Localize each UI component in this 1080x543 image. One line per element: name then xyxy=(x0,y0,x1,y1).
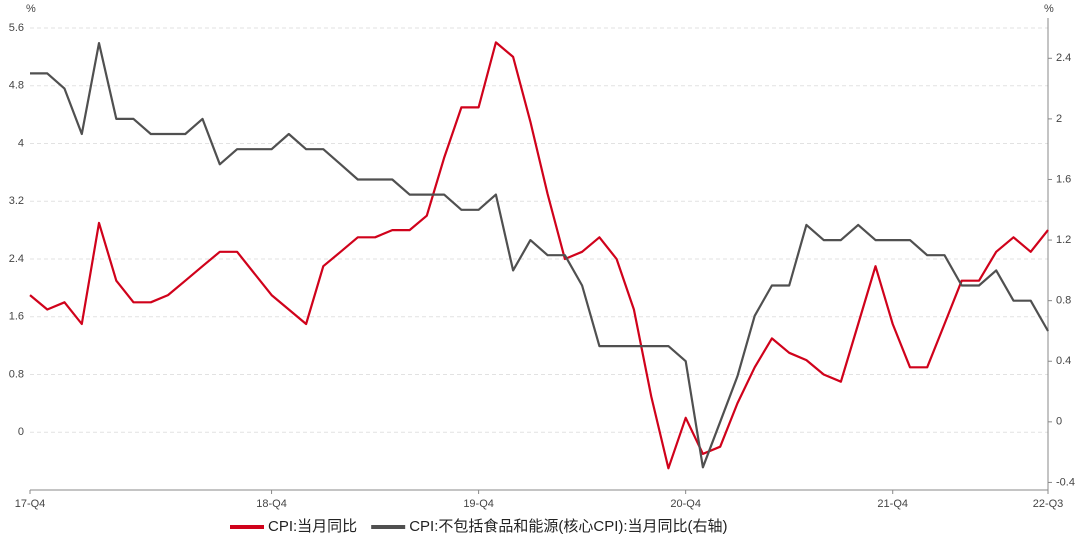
y2-tick-label: 2 xyxy=(1056,113,1062,125)
legend-label: CPI:当月同比 xyxy=(268,518,357,535)
y-tick-label: 3.2 xyxy=(9,195,24,207)
y-tick-label: 0 xyxy=(18,426,24,438)
series-line xyxy=(29,41,1049,470)
y-tick-label: 2.4 xyxy=(9,253,24,265)
x-tick-label: 20-Q4 xyxy=(670,498,701,510)
y-unit: % xyxy=(26,3,36,15)
y-tick-label: 1.6 xyxy=(9,311,24,323)
y-tick-label: 0.8 xyxy=(9,368,24,380)
y-tick-label: 4.8 xyxy=(9,80,24,92)
y-tick-label: 4 xyxy=(18,137,24,149)
y2-tick-label: 0 xyxy=(1056,416,1062,428)
series-line xyxy=(30,42,1049,469)
x-tick-label: 21-Q4 xyxy=(877,498,908,510)
y2-tick-label: -0.4 xyxy=(1056,476,1075,488)
y2-tick-label: 0.8 xyxy=(1056,295,1071,307)
x-tick-label: 18-Q4 xyxy=(256,498,287,510)
x-tick-label: 19-Q4 xyxy=(463,498,494,510)
y2-tick-label: 1.2 xyxy=(1056,234,1071,246)
y2-tick-label: 0.4 xyxy=(1056,355,1071,367)
y2-tick-label: 2.4 xyxy=(1056,52,1071,64)
y2-unit: % xyxy=(1044,3,1054,15)
y2-tick-label: 1.6 xyxy=(1056,173,1071,185)
x-tick-label: 17-Q4 xyxy=(15,498,46,510)
x-tick-label: 22-Q3 xyxy=(1033,498,1064,510)
y-tick-label: 5.6 xyxy=(9,22,24,34)
legend-label: CPI:不包括食品和能源(核心CPI):当月同比(右轴) xyxy=(409,518,727,535)
